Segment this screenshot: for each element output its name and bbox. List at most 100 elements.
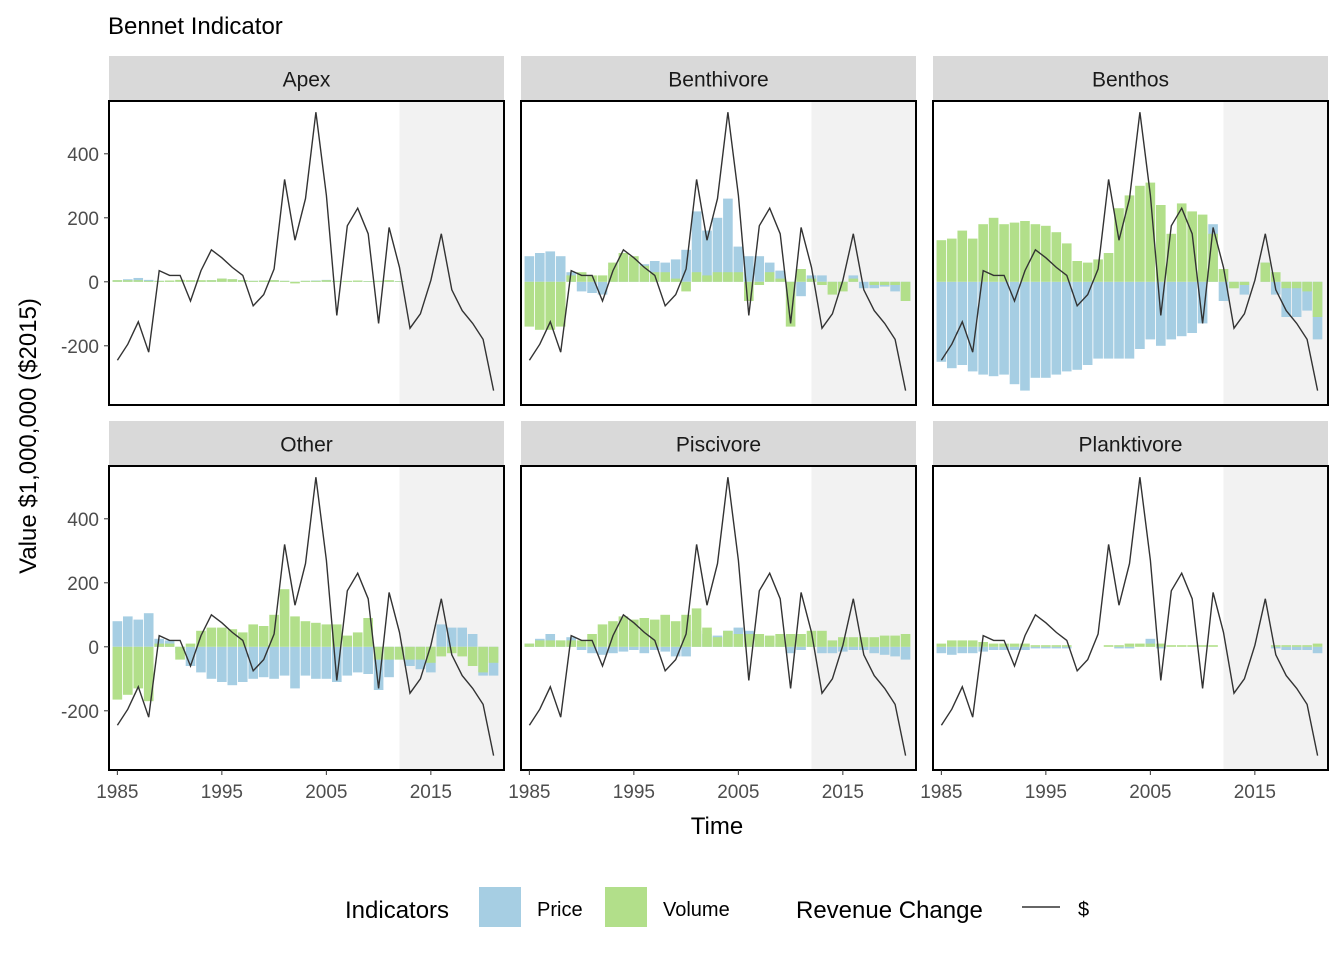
panel-border [520,100,917,406]
volume-bar [618,616,629,647]
price-bar [555,256,566,282]
volume-bar [1270,272,1281,282]
volume-bar [1082,262,1093,282]
price-bar [1030,646,1041,649]
volume-bar [1260,262,1271,282]
volume-bar [988,643,999,647]
volume-bar [1166,645,1177,647]
volume-bar [890,635,900,647]
price-bar [1176,281,1187,337]
price-bar [290,646,300,689]
volume-bar [978,224,988,282]
price-bar [576,281,587,292]
volume-bar [227,629,238,647]
volume-bar [331,280,342,282]
volume-bar [1009,643,1020,647]
volume-bar [858,637,869,647]
strip-background [109,56,504,101]
volume-bar [352,280,363,282]
strip-background [933,56,1328,101]
price-bar [237,646,248,682]
volume-bar [660,614,671,647]
legend-price-label: Price [537,899,583,921]
y-tick-label: -200 [61,702,99,723]
volume-bar [373,646,384,660]
price-bar [858,281,869,289]
volume-bar [743,634,754,647]
price-bar [1145,281,1156,340]
price-bar [133,619,144,647]
shaded-region [399,466,504,770]
price-bar [1187,281,1197,333]
strip-label: Other [280,434,333,457]
volume-bar [608,621,618,647]
price-bar [890,646,900,657]
volume-bar [217,627,227,647]
volume-bar [817,630,827,647]
volume-bar [597,624,608,647]
volume-bar [775,278,785,282]
volume-bar [733,272,744,282]
panel-border [932,100,1329,406]
price-bar [154,638,164,647]
volume-bar [426,646,436,663]
volume-bar [1302,645,1312,647]
price-bar [248,646,259,679]
volume-bar [373,280,384,282]
volume-bar [1030,224,1041,282]
y-tick-label: 400 [67,510,99,531]
revenue-line [940,477,1319,756]
y-axis-title: Value $1,000,000 ($2015) [15,298,42,574]
volume-bar [405,646,415,660]
price-bar [754,256,765,282]
price-bar [1061,646,1072,649]
volume-bar [1041,225,1051,282]
volume-bar [300,280,311,282]
volume-bar [175,279,185,282]
volume-bar [890,281,900,285]
volume-bar [1166,233,1177,282]
price-bar [936,646,947,654]
volume-bar [133,646,144,689]
volume-bar [133,280,144,282]
volume-bar [900,634,911,647]
price-bar [436,624,447,647]
y-tick-label: 200 [67,574,99,595]
volume-bar [754,634,765,647]
volume-bar [206,627,217,647]
volume-bar [978,642,988,647]
price-bar [1051,646,1062,649]
price-bar [978,281,988,375]
volume-bar [363,281,373,282]
strip-label: Benthivore [668,69,768,92]
volume-bar [1124,195,1135,282]
volume-bar [775,634,785,647]
volume-bar [670,278,681,282]
price-bar [1124,281,1135,359]
volume-bar [154,280,164,282]
volume-bar [957,640,968,647]
volume-bar [712,272,723,282]
volume-bar [576,640,587,647]
volume-bar [545,640,556,647]
price-bar [123,616,133,647]
volume-bar [1061,645,1072,647]
volume-bar [936,240,947,282]
volume-bar [681,281,691,292]
price-bar [1124,646,1135,649]
y-tick-label: -200 [61,337,99,358]
legend-price-key [479,887,521,927]
volume-bar [143,646,154,702]
price-bar [227,646,238,686]
volume-bar [947,238,957,282]
panels-layer: Apex -200 0 200 400 Benthivore Benthos Other -20… [61,56,1329,803]
volume-bar [217,278,227,282]
volume-bar [743,281,754,301]
price-bar [1270,646,1281,649]
volume-bar [618,253,629,282]
price-bar [279,646,290,676]
price-bar [352,646,363,673]
price-bar [545,251,556,282]
volume-bar [555,640,566,647]
volume-bar [827,281,838,295]
